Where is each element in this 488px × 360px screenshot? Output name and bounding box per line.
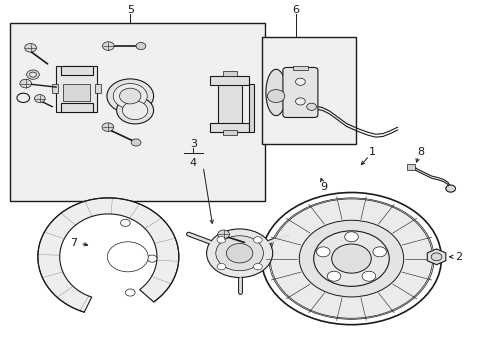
Text: 9: 9 — [320, 182, 327, 192]
Circle shape — [362, 271, 375, 281]
Circle shape — [217, 237, 225, 243]
Bar — [95, 84, 101, 93]
Circle shape — [344, 232, 358, 242]
Circle shape — [27, 70, 39, 79]
Circle shape — [30, 72, 36, 77]
Circle shape — [102, 42, 114, 50]
Bar — [249, 84, 254, 132]
Circle shape — [217, 264, 225, 270]
Polygon shape — [427, 249, 445, 265]
Bar — [261, 37, 356, 144]
Polygon shape — [265, 69, 285, 116]
Circle shape — [136, 42, 145, 50]
Circle shape — [270, 199, 432, 318]
Circle shape — [102, 123, 114, 131]
Bar — [10, 23, 265, 202]
Circle shape — [430, 253, 441, 261]
Circle shape — [316, 247, 329, 257]
Bar — [56, 66, 97, 112]
Polygon shape — [38, 198, 179, 312]
Circle shape — [267, 90, 285, 103]
Bar — [407, 163, 414, 170]
Circle shape — [299, 220, 403, 297]
Circle shape — [206, 229, 272, 278]
Text: 8: 8 — [416, 148, 423, 157]
Bar — [210, 123, 249, 132]
Circle shape — [20, 79, 31, 88]
Circle shape — [253, 264, 262, 270]
Circle shape — [215, 236, 263, 271]
Bar — [63, 84, 90, 102]
Circle shape — [122, 101, 147, 120]
Text: 7: 7 — [70, 238, 77, 248]
Circle shape — [125, 289, 135, 296]
Circle shape — [295, 98, 305, 105]
Circle shape — [295, 78, 305, 85]
FancyBboxPatch shape — [283, 67, 317, 117]
Circle shape — [253, 237, 262, 243]
Bar — [292, 66, 307, 70]
Circle shape — [331, 244, 370, 273]
Circle shape — [217, 230, 229, 239]
Circle shape — [147, 255, 157, 262]
Circle shape — [107, 79, 153, 113]
Circle shape — [445, 185, 455, 192]
Bar — [222, 71, 237, 76]
Bar — [210, 76, 249, 85]
Text: 5: 5 — [126, 5, 133, 15]
Text: 3: 3 — [189, 139, 197, 149]
Circle shape — [268, 198, 433, 319]
Circle shape — [119, 88, 141, 104]
Text: 6: 6 — [291, 5, 299, 15]
Text: 1: 1 — [367, 147, 375, 157]
Circle shape — [326, 271, 340, 281]
Bar — [222, 130, 237, 135]
Circle shape — [116, 97, 153, 124]
Circle shape — [372, 247, 386, 257]
Bar — [52, 84, 58, 93]
Circle shape — [107, 242, 148, 272]
Circle shape — [120, 219, 130, 226]
Circle shape — [306, 103, 316, 111]
Bar — [61, 103, 92, 112]
Circle shape — [113, 84, 147, 109]
Circle shape — [131, 139, 141, 146]
Circle shape — [25, 44, 36, 52]
Circle shape — [313, 231, 388, 286]
Circle shape — [34, 95, 45, 103]
Circle shape — [261, 193, 441, 325]
Circle shape — [226, 243, 252, 263]
Text: 4: 4 — [189, 158, 197, 168]
Text: 2: 2 — [454, 252, 461, 262]
Bar — [61, 66, 92, 75]
Bar — [217, 78, 242, 128]
